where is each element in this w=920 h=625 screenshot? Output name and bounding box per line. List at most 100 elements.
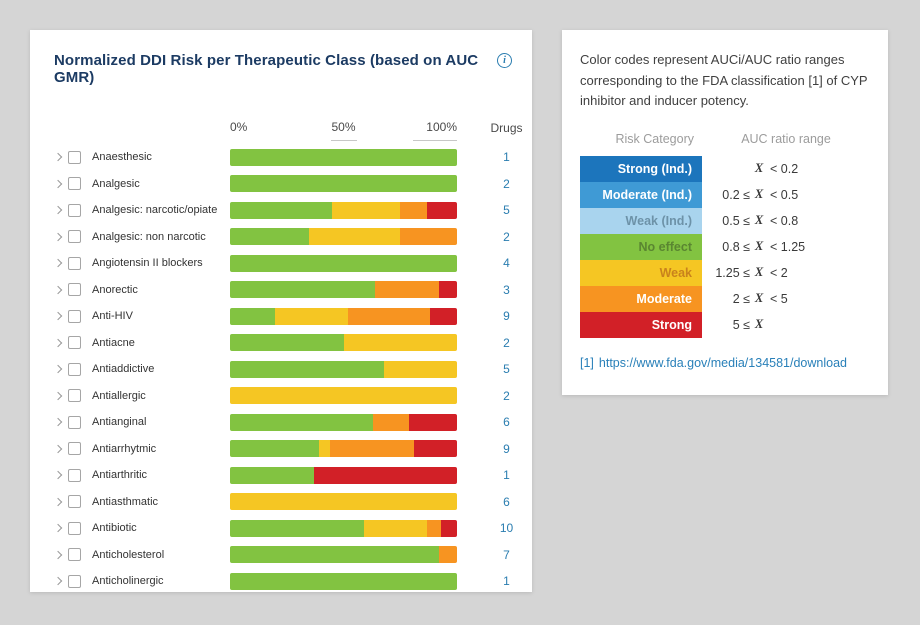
row-label: Antiasthmatic xyxy=(92,495,159,508)
bar-segment-moderate xyxy=(427,519,442,537)
row-label: Anticholesterol xyxy=(92,548,165,561)
bar-segment-moderate xyxy=(373,413,410,431)
row-checkbox[interactable] xyxy=(68,283,81,297)
row-label: Antiaddictive xyxy=(92,363,155,376)
expand-chevron-icon[interactable] xyxy=(52,177,66,191)
expand-chevron-icon[interactable] xyxy=(52,309,66,323)
row-checkbox[interactable] xyxy=(68,362,81,376)
stacked-bar xyxy=(230,387,457,405)
row-checkbox[interactable] xyxy=(68,495,81,509)
drug-count: 10 xyxy=(499,521,514,536)
expand-chevron-icon[interactable] xyxy=(52,389,66,403)
auc-range-cell: X < 0.2 xyxy=(702,156,870,182)
risk-category-header: Risk Category xyxy=(615,131,695,146)
info-icon[interactable]: i xyxy=(497,53,512,68)
stacked-bar xyxy=(230,360,457,378)
stacked-bar xyxy=(230,201,457,219)
expand-chevron-icon[interactable] xyxy=(52,574,66,588)
stacked-bar xyxy=(230,334,457,352)
row-label: Antibiotic xyxy=(92,522,137,535)
therapeutic-class-row: Anaesthesic 1 xyxy=(50,144,532,171)
axis-tick-50: 50% xyxy=(331,120,356,134)
drug-count: 4 xyxy=(503,256,510,271)
expand-chevron-icon[interactable] xyxy=(52,150,66,164)
expand-chevron-icon[interactable] xyxy=(52,442,66,456)
range-prefix: 0.5 ≤ xyxy=(722,213,750,228)
expand-chevron-icon[interactable] xyxy=(52,548,66,562)
chart-rows: Anaesthesic 1 Analgesic 2 Analgesic: nar… xyxy=(50,144,532,595)
fda-download-link[interactable]: https://www.fda.gov/media/134581/downloa… xyxy=(598,355,847,370)
expand-chevron-icon[interactable] xyxy=(52,362,66,376)
expand-chevron-icon[interactable] xyxy=(52,230,66,244)
therapeutic-class-row: Anticholesterol 7 xyxy=(50,542,532,569)
row-checkbox[interactable] xyxy=(68,203,81,217)
expand-chevron-icon[interactable] xyxy=(52,468,66,482)
therapeutic-class-row: Analgesic: narcotic/opiate 5 xyxy=(50,197,532,224)
expand-chevron-icon[interactable] xyxy=(52,336,66,350)
bar-segment-weak xyxy=(230,493,457,511)
range-x: X xyxy=(754,187,764,202)
row-checkbox[interactable] xyxy=(68,256,81,270)
risk-category-cell: No effect xyxy=(580,233,702,260)
row-checkbox[interactable] xyxy=(68,574,81,588)
row-checkbox[interactable] xyxy=(68,230,81,244)
color-code-legend-panel: Color codes represent AUCi/AUC ratio ran… xyxy=(562,30,888,395)
row-label: Antianginal xyxy=(92,416,147,429)
row-label: Analgesic: non narcotic xyxy=(92,230,206,243)
auc-ratio-range-header: AUC ratio range xyxy=(741,131,831,146)
drug-count: 2 xyxy=(503,229,510,244)
auc-range-cell: 2 ≤ X < 5 xyxy=(702,286,870,312)
bar-segment-no_effect xyxy=(230,572,457,590)
therapeutic-class-row: Antiarrhytmic 9 xyxy=(50,436,532,463)
legend-row: No effect 0.8 ≤ X < 1.25 xyxy=(580,233,870,260)
row-checkbox[interactable] xyxy=(68,521,81,535)
bar-segment-weak xyxy=(275,307,349,325)
legend-table-header: Risk Category AUC ratio range xyxy=(580,132,870,146)
auc-range-cell: 1.25 ≤ X < 2 xyxy=(702,260,870,286)
stacked-bar xyxy=(230,413,457,431)
expand-chevron-icon[interactable] xyxy=(52,521,66,535)
axis-tickmark-50 xyxy=(330,140,357,141)
range-x: X xyxy=(754,317,764,332)
row-checkbox[interactable] xyxy=(68,150,81,164)
row-checkbox[interactable] xyxy=(68,468,81,482)
expand-chevron-icon[interactable] xyxy=(52,283,66,297)
stacked-bar xyxy=(230,519,457,537)
legend-description: Color codes represent AUCi/AUC ratio ran… xyxy=(580,52,868,109)
range-x: X xyxy=(754,291,764,306)
row-checkbox[interactable] xyxy=(68,177,81,191)
auc-range-cell: 5 ≤ X xyxy=(702,312,870,338)
risk-category-cell: Weak xyxy=(580,259,702,286)
drug-count: 1 xyxy=(503,150,510,165)
expand-chevron-icon[interactable] xyxy=(52,256,66,270)
drug-count: 2 xyxy=(503,335,510,350)
drug-count: 7 xyxy=(503,547,510,562)
row-label: Angiotensin II blockers xyxy=(92,257,203,270)
expand-chevron-icon[interactable] xyxy=(52,203,66,217)
legend-row: Strong (Ind.) X < 0.2 xyxy=(580,155,870,182)
bar-segment-no_effect xyxy=(230,307,276,325)
expand-chevron-icon[interactable] xyxy=(52,415,66,429)
therapeutic-class-row: Antianginal 6 xyxy=(50,409,532,436)
range-prefix: 0.2 ≤ xyxy=(722,187,750,202)
bar-segment-strong xyxy=(427,201,457,219)
risk-category-cell: Strong (Ind.) xyxy=(580,155,702,182)
row-label: Antiarthritic xyxy=(92,469,148,482)
row-label: Analgesic: narcotic/opiate xyxy=(92,204,218,217)
row-checkbox[interactable] xyxy=(68,389,81,403)
expand-chevron-icon[interactable] xyxy=(52,495,66,509)
row-checkbox[interactable] xyxy=(68,336,81,350)
ddi-risk-panel: Normalized DDI Risk per Therapeutic Clas… xyxy=(30,30,532,592)
therapeutic-class-row: Anorectic 3 xyxy=(50,277,532,304)
row-checkbox[interactable] xyxy=(68,548,81,562)
row-label: Anorectic xyxy=(92,283,138,296)
row-label: Antiacne xyxy=(92,336,135,349)
row-checkbox[interactable] xyxy=(68,309,81,323)
bar-segment-weak xyxy=(230,387,457,405)
row-checkbox[interactable] xyxy=(68,442,81,456)
drug-count: 6 xyxy=(503,415,510,430)
stacked-bar xyxy=(230,307,457,325)
drug-count: 2 xyxy=(503,388,510,403)
row-checkbox[interactable] xyxy=(68,415,81,429)
bar-segment-no_effect xyxy=(230,334,344,352)
